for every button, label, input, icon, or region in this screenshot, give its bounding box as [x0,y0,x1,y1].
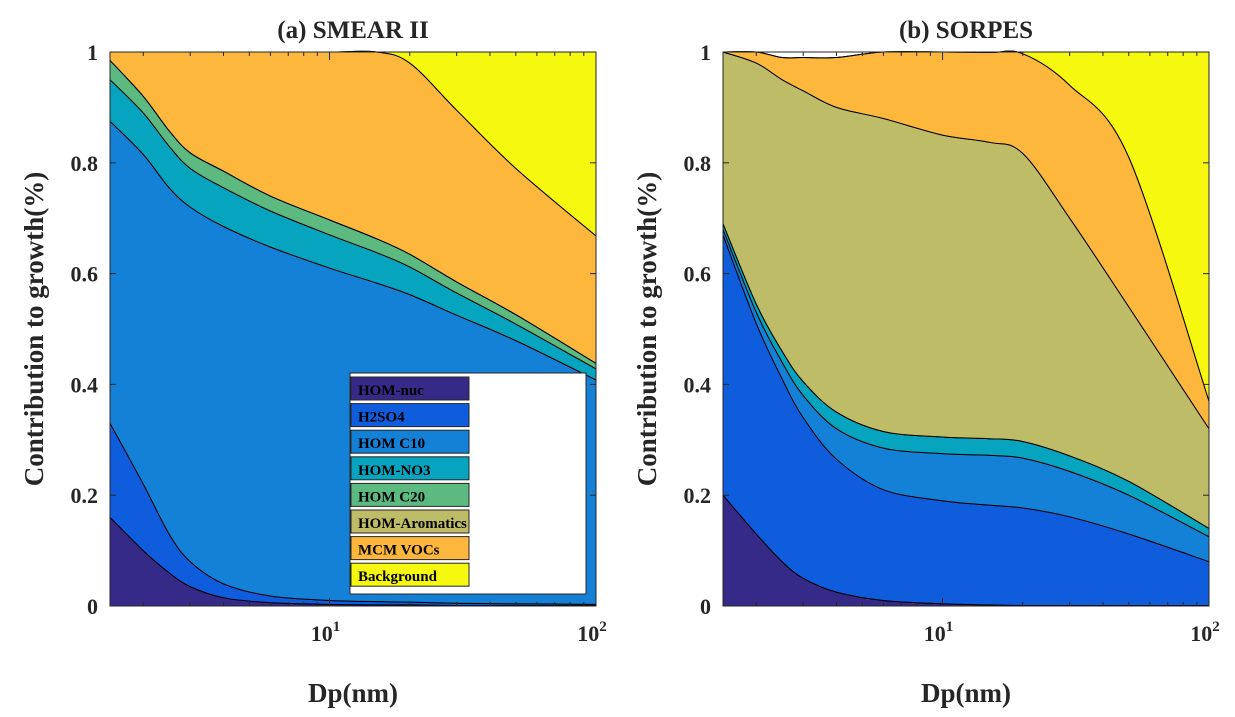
legend-item-mcm-vocs: MCM VOCs [350,536,470,561]
stacked-areas [722,50,1210,607]
legend-item-hom-nuc: HOM-nuc [350,376,470,401]
chart-title: (a) SMEAR II [277,17,428,44]
legend-swatch [350,456,470,481]
y-tick-label: 0.6 [684,262,712,287]
y-tick-label: 0.8 [684,151,712,176]
y-tick-label: 1 [700,40,711,65]
legend-item-hom-c10: HOM C10 [350,429,470,454]
y-tick-label: 0 [700,594,711,619]
x-tick-label: 101 [311,619,341,646]
y-tick-label: 0.2 [71,483,99,508]
legend-swatch [350,536,470,561]
x-tick-label: 102 [1190,619,1220,646]
legend-item-hom-aromatics: HOM-Aromatics [350,509,470,534]
chart-title: (b) SORPES [899,17,1033,44]
y-tick-label: 1 [87,40,98,65]
y-tick-label: 0 [87,594,98,619]
legend-swatch [350,509,470,534]
y-tick-label: 0.8 [71,151,99,176]
axes-box [109,51,597,607]
legend-label: HOM-nuc [358,383,424,399]
x-tick-base: 10 [1190,621,1212,646]
legend-item-h2so4: H2SO4 [350,403,470,428]
legend-item-hom-no3: HOM-NO3 [350,456,470,481]
x-tick-exponent: 2 [599,619,607,635]
legend-label: MCM VOCs [358,543,440,559]
x-tick-label: 101 [924,619,954,646]
legend-swatch [350,429,470,454]
legend-label: Background [358,569,438,585]
y-tick-label: 0.2 [684,483,712,508]
x-tick-base: 10 [311,621,333,646]
y-tick-label: 0.4 [71,372,99,397]
legend-item-background: Background [350,562,470,587]
legend-label: H2SO4 [358,410,405,426]
y-axis-label: Contribution to growth(%) [632,172,662,487]
legend-label: HOM-NO3 [358,463,431,479]
x-axis-label: Dp(nm) [308,678,398,708]
legend-swatch [350,562,470,587]
legend-swatch [350,482,470,507]
legend-label: HOM C10 [358,436,425,452]
legend-swatch [350,403,470,428]
x-tick-exponent: 1 [333,619,341,635]
x-tick-label: 102 [577,619,607,646]
x-tick-base: 10 [924,621,946,646]
x-tick-exponent: 1 [946,619,954,635]
legend-swatch [350,376,470,401]
x-axis-label: Dp(nm) [921,678,1011,708]
x-tick-base: 10 [577,621,599,646]
y-axis-label: Contribution to growth(%) [19,172,49,487]
legend-label: HOM C20 [358,489,425,505]
legend-item-hom-c20: HOM C20 [350,482,470,507]
axes-box [722,51,1210,607]
legend-label: HOM-Aromatics [358,516,467,532]
area-background [722,50,1210,402]
y-tick-label: 0.4 [684,372,712,397]
x-tick-exponent: 2 [1212,619,1220,635]
y-tick-label: 0.6 [71,262,99,287]
legend: HOM-nuc H2SO4 HOM C10 HOM-NO3 HOM C20 HOM-Aro… [349,372,587,595]
